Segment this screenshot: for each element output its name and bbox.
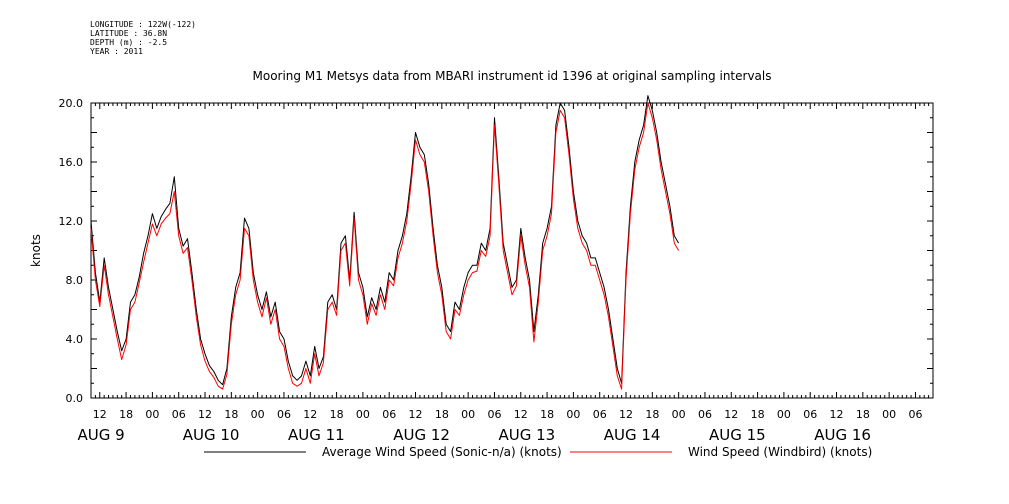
x-tick-label: 00: [145, 408, 159, 421]
x-tick-label: 00: [461, 408, 475, 421]
y-tick-label: 8.0: [66, 274, 84, 287]
meta-depth: DEPTH (m) : -2.5: [90, 38, 168, 47]
metadata-block: LONGITUDE : 122W(-122) LATITUDE : 36.8N …: [90, 20, 196, 56]
meta-longitude: LONGITUDE : 122W(-122): [90, 20, 196, 29]
series-line-0: [90, 95, 680, 386]
x-tick-label: 00: [251, 408, 265, 421]
meta-year: YEAR : 2011: [90, 47, 143, 56]
x-tick-label: 00: [672, 408, 686, 421]
legend-label-1: Wind Speed (Windbird) (knots): [688, 445, 872, 459]
x-date-label: AUG 10: [183, 426, 240, 444]
x-tick-label: 06: [908, 408, 922, 421]
x-tick-label: 00: [566, 408, 580, 421]
x-tick-label: 18: [856, 408, 870, 421]
y-axis-label: knots: [29, 234, 43, 267]
x-tick-label: 00: [882, 408, 896, 421]
x-tick-label: 06: [698, 408, 712, 421]
x-tick-label: 12: [93, 408, 107, 421]
x-tick-label: 06: [382, 408, 396, 421]
y-tick-label: 0.0: [66, 392, 84, 405]
y-tick-label: 20.0: [59, 97, 84, 110]
x-tick-label: 12: [303, 408, 317, 421]
x-tick-label: 06: [172, 408, 186, 421]
series-line-1: [90, 102, 680, 390]
x-tick-label: 12: [514, 408, 528, 421]
y-tick-label: 12.0: [59, 215, 84, 228]
x-tick-label: 06: [803, 408, 817, 421]
chart-title: Mooring M1 Metsys data from MBARI instru…: [253, 69, 772, 83]
x-tick-label: 00: [356, 408, 370, 421]
x-tick-label: 12: [619, 408, 633, 421]
x-date-label: AUG 14: [604, 426, 661, 444]
x-tick-label: 18: [224, 408, 238, 421]
x-date-label: AUG 16: [814, 426, 871, 444]
y-tick-label: 4.0: [66, 333, 84, 346]
axis-ticks: [90, 102, 934, 399]
x-tick-label: 18: [330, 408, 344, 421]
x-tick-label: 18: [751, 408, 765, 421]
legend-label-0: Average Wind Speed (Sonic-n/a) (knots): [322, 445, 562, 459]
x-tick-label: 12: [724, 408, 738, 421]
x-tick-label: 12: [409, 408, 423, 421]
y-tick-label: 16.0: [59, 156, 84, 169]
x-date-label: AUG 9: [77, 426, 124, 444]
meta-latitude: LATITUDE : 36.8N: [90, 29, 168, 38]
x-date-label: AUG 12: [393, 426, 450, 444]
plot-frame: [90, 102, 934, 399]
x-tick-label: 12: [830, 408, 844, 421]
x-date-label: AUG 11: [288, 426, 345, 444]
x-tick-label: 18: [435, 408, 449, 421]
x-date-label: AUG 15: [709, 426, 766, 444]
x-date-label: AUG 13: [498, 426, 555, 444]
x-tick-label: 18: [540, 408, 554, 421]
x-tick-label: 06: [593, 408, 607, 421]
x-tick-label: 06: [487, 408, 501, 421]
x-tick-label: 18: [119, 408, 133, 421]
x-tick-label: 00: [777, 408, 791, 421]
x-tick-label: 18: [645, 408, 659, 421]
x-tick-label: 06: [277, 408, 291, 421]
x-tick-label: 12: [198, 408, 212, 421]
